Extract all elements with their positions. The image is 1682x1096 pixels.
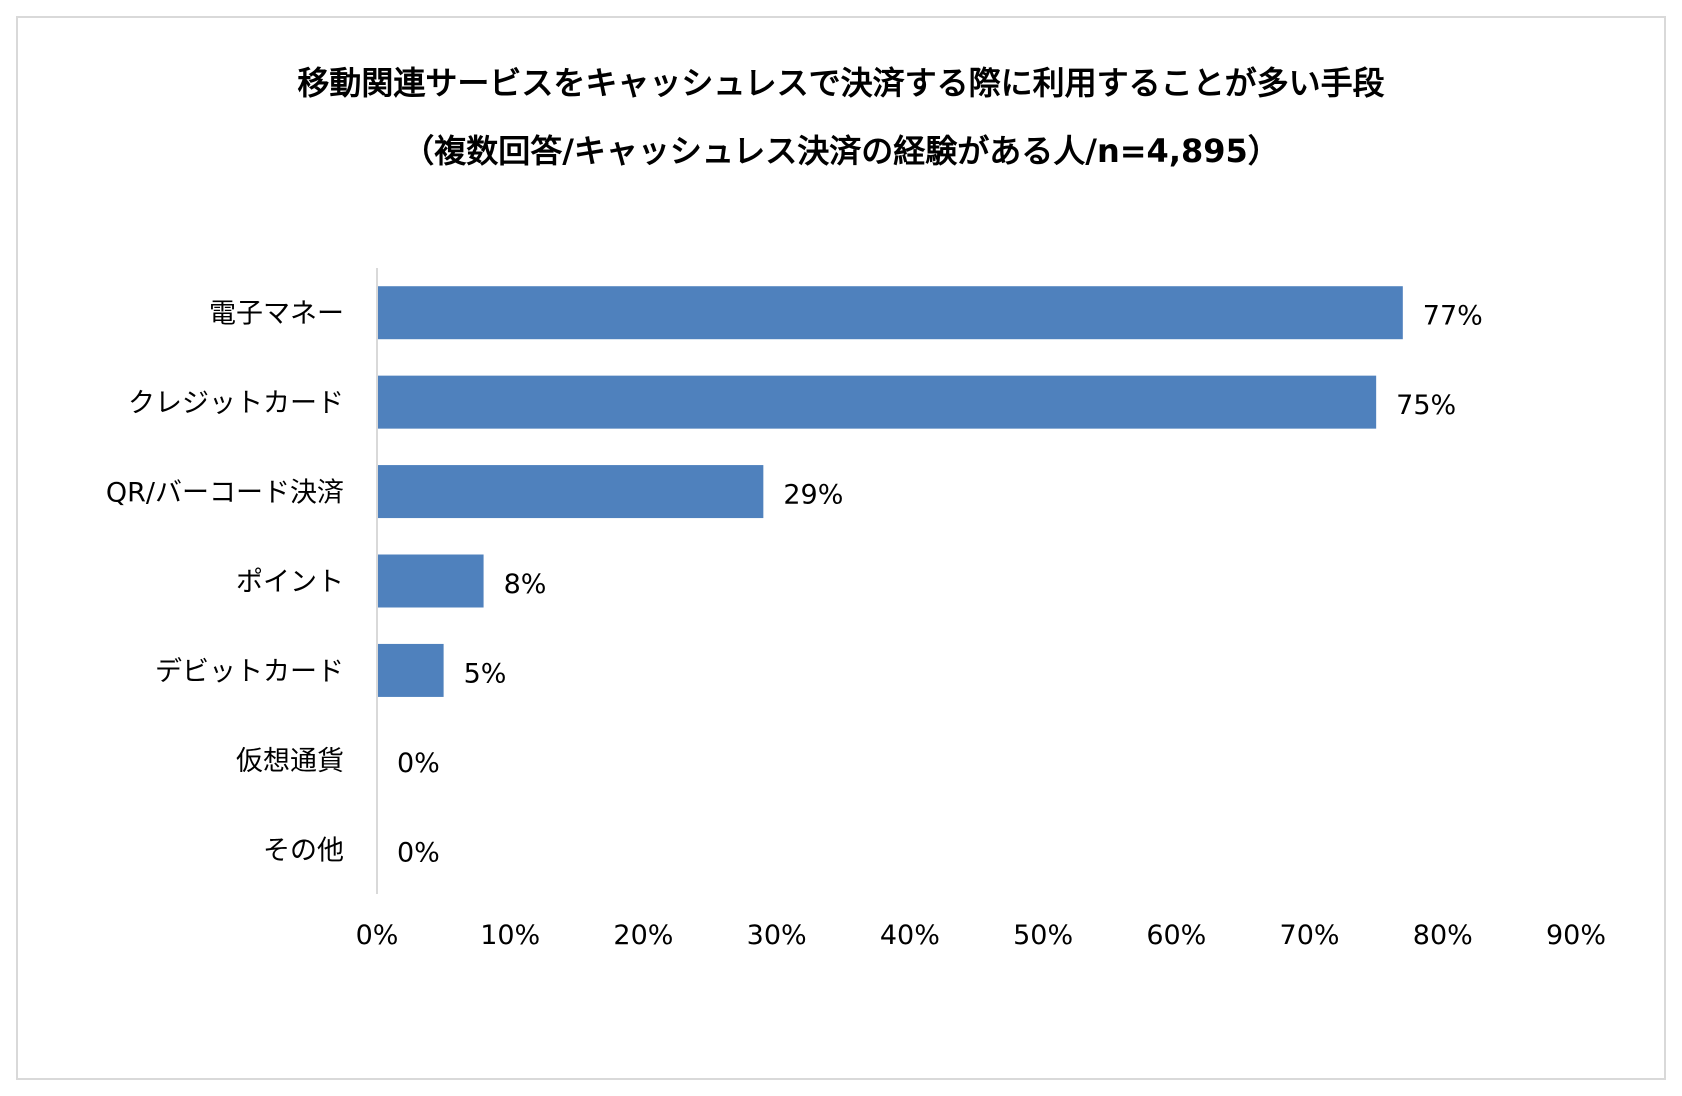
x-tick-label: 10% — [480, 920, 540, 951]
x-tick-label: 40% — [880, 920, 940, 951]
data-label: 0% — [397, 837, 440, 868]
x-tick-label: 70% — [1280, 920, 1340, 951]
data-label: 77% — [1423, 301, 1483, 332]
bar — [378, 465, 764, 519]
x-tick-label: 50% — [1013, 920, 1073, 951]
data-label: 0% — [397, 748, 440, 779]
bar — [378, 554, 484, 608]
chart-frame — [16, 16, 1666, 1080]
chart-title: 移動関連サービスをキャッシュレスで決済する際に利用することが多い手段 — [297, 64, 1385, 102]
x-tick-label: 90% — [1546, 920, 1606, 951]
x-tick-label: 80% — [1413, 920, 1473, 951]
data-label: 29% — [783, 480, 843, 511]
bar — [378, 643, 444, 697]
category-label: デビットカード — [155, 656, 344, 687]
category-label: クレジットカード — [128, 388, 344, 419]
bar — [378, 375, 1377, 429]
x-tick-label: 20% — [613, 920, 673, 951]
x-tick-label: 30% — [747, 920, 807, 951]
category-label: ポイント — [236, 567, 344, 598]
data-label: 75% — [1396, 390, 1456, 421]
bar — [378, 286, 1403, 340]
category-label: 仮想通貨 — [236, 746, 344, 777]
chart-subtitle: （複数回答/キャッシュレス決済の経験がある人/n=4,895） — [402, 132, 1280, 170]
data-label: 5% — [464, 658, 507, 689]
category-label: 電子マネー — [209, 299, 344, 330]
category-label: QR/バーコード決済 — [106, 478, 344, 509]
data-label: 8% — [504, 569, 547, 600]
x-tick-label: 0% — [356, 920, 399, 951]
x-tick-label: 60% — [1146, 920, 1206, 951]
category-label: その他 — [263, 835, 344, 866]
